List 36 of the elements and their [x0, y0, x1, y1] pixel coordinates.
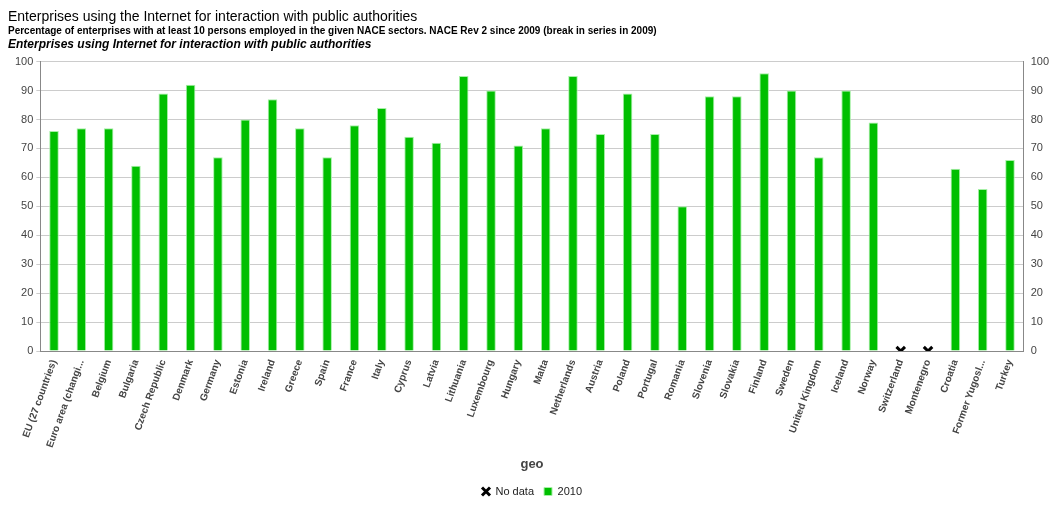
y-tick-label: 10	[21, 315, 34, 328]
legend-label: No data	[495, 484, 535, 497]
y2-tick-label: 100	[1030, 54, 1050, 67]
x-tick-label: Cyprus	[391, 357, 414, 395]
chart-title: Enterprises using the Internet for interaction with public authorities	[8, 8, 419, 24]
y-tick-label: 30	[21, 257, 34, 270]
y-tick-label: 50	[21, 199, 34, 212]
chart-subtitle: Percentage of enterprises with at least 10 persons employed in the given NACE sectors. NACE Rev 2 since 2009 (break in series in 2009)	[8, 24, 658, 37]
y2-tick-label: 90	[1030, 83, 1043, 96]
y2-tick-label: 50	[1030, 199, 1043, 212]
y2-tick-label: 40	[1030, 228, 1043, 241]
text: Enterprises using Internet for interaction with public authorities	[8, 37, 373, 52]
x-tick-label: Ireland	[255, 358, 277, 393]
y-tick-label: 100	[14, 54, 34, 67]
y2-tick-label: 70	[1030, 141, 1043, 154]
y2-tick-label: 20	[1030, 286, 1043, 299]
y2-tick-label: 60	[1030, 170, 1043, 183]
y-tick-label: 20	[21, 286, 34, 299]
y-tick-label: 70	[21, 141, 34, 154]
legend-label: 2010	[557, 484, 583, 497]
x-tick-label: Italy	[369, 357, 387, 381]
y-tick-label: 60	[21, 170, 34, 183]
y-tick-label: 0	[27, 344, 34, 357]
y-tick-label: 40	[21, 228, 34, 241]
y2-tick-label: 10	[1030, 315, 1043, 328]
x-tick-label: Malta	[531, 357, 551, 386]
y-tick-label: 80	[21, 112, 34, 125]
x-tick-label: Spain	[311, 358, 332, 388]
x-tick-label: Iceland	[828, 358, 851, 395]
y2-tick-label: 30	[1030, 257, 1043, 270]
x-axis-title: geo	[520, 455, 544, 471]
x-tick-label: Latvia	[420, 357, 442, 389]
y2-tick-label: 80	[1030, 112, 1043, 125]
y2-tick-label: 0	[1030, 344, 1037, 357]
x-tick-label: Greece	[282, 357, 305, 394]
y-tick-label: 90	[21, 83, 34, 96]
